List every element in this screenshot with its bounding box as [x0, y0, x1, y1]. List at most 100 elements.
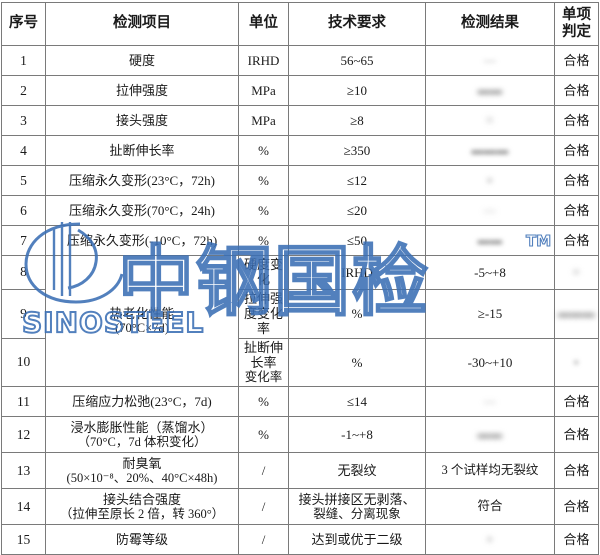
cell-requirement: 达到或优于二级 [288, 524, 426, 555]
cell-result: ▪ [554, 337, 599, 388]
table-row: 7 压缩永久变形(-10°C，72h)% ≤50 ▬▬ 合格 [1, 225, 599, 256]
table-row: 3 接头强度 MPa ≥8 ≡ 合格 [1, 105, 599, 136]
column-header-no: 序号 [1, 2, 46, 46]
table-row: 15 防霉等级 / 达到或优于二级 ▪ 合格 [1, 524, 599, 555]
cell-unit: % [288, 337, 426, 388]
cell-item: 防霉等级 [45, 524, 239, 555]
cell-no: 15 [1, 524, 46, 555]
cell-requirement: ≥10 [288, 75, 426, 106]
cell-result: ▬▬ [425, 75, 555, 106]
cell-unit: / [238, 452, 289, 490]
cell-verdict: 合格 [554, 105, 599, 136]
cell-result: — [425, 45, 555, 76]
cell-item: 耐臭氧 (50×10⁻⁸、20%、40°C×48h) [45, 452, 239, 490]
cell-verdict: 合格 [554, 195, 599, 226]
cell-item-group-label: 热老化性能 (70°C×7d) [45, 254, 239, 388]
cell-item: 压缩永久变形(23°C，72h) [45, 165, 239, 196]
cell-result: ▪ [425, 524, 555, 555]
table-row: 1 硬度 IRHD 56~65— 合格 [1, 45, 599, 76]
cell-requirement: ≤20 [288, 195, 426, 226]
cell-requirement: ≤14 [288, 386, 426, 418]
table-row: 11 压缩应力松弛(23°C，7d)% ≤14— 合格 [1, 386, 599, 418]
table-row: 2 拉伸强度 MPa ≥10 ▬▬ 合格 [1, 75, 599, 106]
cell-no: 6 [1, 195, 46, 226]
cell-verdict: 合格 [554, 452, 599, 490]
cell-requirement: ≤12 [288, 165, 426, 196]
cell-no: 11 [1, 386, 46, 418]
cell-item: 扯断伸长率 变化率 [238, 337, 289, 388]
cell-verdict: 合格 [554, 135, 599, 166]
column-header-verdict: 单项 判定 [554, 2, 599, 46]
cell-requirement: 56~65 [288, 45, 426, 76]
column-header-requirement: 技术要求 [288, 2, 426, 46]
cell-item: 硬度 [45, 45, 239, 76]
cell-requirement: -30~+10 [425, 337, 555, 388]
cell-unit: IRHD [238, 45, 289, 76]
cell-item: 接头结合强度 （拉伸至原长 2 倍，转 360°） [45, 488, 239, 526]
table-row: 13 耐臭氧 (50×10⁻⁸、20%、40°C×48h) / 无裂纹 3 个试样均无裂纹… [1, 452, 599, 490]
cell-no: 8 [1, 255, 46, 290]
cell-no: 7 [1, 225, 46, 256]
cell-unit: % [238, 416, 289, 454]
cell-unit: % [238, 165, 289, 196]
cell-no: 10 [1, 337, 46, 388]
cell-unit: % [238, 225, 289, 256]
cell-verdict: 合格 [554, 386, 599, 418]
cell-unit: / [238, 488, 289, 526]
cell-verdict: 合格 [554, 75, 599, 106]
cell-unit: MPa [238, 105, 289, 136]
cell-result: 3 个试样均无裂纹 [425, 452, 555, 490]
column-header-item: 检测项目 [45, 2, 239, 46]
cell-result: ≡ [554, 255, 599, 290]
cell-no: 5 [1, 165, 46, 196]
cell-no: 9 [1, 288, 46, 339]
cell-unit: / [238, 524, 289, 555]
table-row: 12 浸水膨胀性能（蒸馏水） （70°C，7d 体积变化）% -1~+8 ▬▬ 合格 [1, 416, 599, 454]
cell-result: ▪ [425, 165, 555, 196]
cell-no: 13 [1, 452, 46, 490]
cell-item: 拉伸强度 [45, 75, 239, 106]
cell-item: 拉伸强度变化率 [238, 288, 289, 339]
cell-no: 1 [1, 45, 46, 76]
cell-item: 扯断伸长率 [45, 135, 239, 166]
cell-no: 4 [1, 135, 46, 166]
cell-item: 硬度变化 [238, 255, 289, 290]
cell-no: 2 [1, 75, 46, 106]
cell-unit: % [238, 386, 289, 418]
cell-no: 12 [1, 416, 46, 454]
cell-item: 压缩应力松弛(23°C，7d) [45, 386, 239, 418]
cell-no: 3 [1, 105, 46, 136]
table-body: 1 硬度 IRHD 56~65— 合格 2 拉伸强度 MPa ≥10 ▬▬ 合格 3 接头强度 MPa ≥8… [1, 45, 599, 555]
table-row: 4 扯断伸长率% ≥350 ▬▬▬ 合格 [1, 135, 599, 166]
cell-no: 14 [1, 488, 46, 526]
cell-verdict: 合格 [554, 45, 599, 76]
cell-requirement: 接头拼接区无剥落、 裂缝、分离现象 [288, 488, 426, 526]
cell-requirement: -5~+8 [425, 255, 555, 290]
cell-item: 浸水膨胀性能（蒸馏水） （70°C，7d 体积变化） [45, 416, 239, 454]
cell-unit: MPa [238, 75, 289, 106]
cell-requirement: 无裂纹 [288, 452, 426, 490]
cell-result: ▬▬ [425, 225, 555, 256]
column-header-unit: 单位 [238, 2, 289, 46]
cell-verdict: 合格 [554, 524, 599, 555]
cell-result: ▬▬ [425, 416, 555, 454]
cell-verdict: 合格 [554, 165, 599, 196]
cell-verdict: 合格 [554, 225, 599, 256]
table-row: 6 压缩永久变形(70°C，24h)% ≤20— 合格 [1, 195, 599, 226]
cell-verdict: 合格 [554, 416, 599, 454]
column-header-result: 检测结果 [425, 2, 555, 46]
cell-item: 压缩永久变形(70°C，24h) [45, 195, 239, 226]
cell-unit: % [288, 288, 426, 339]
cell-requirement: ≤50 [288, 225, 426, 256]
cell-result: — [425, 386, 555, 418]
cell-requirement: ≥-15 [425, 288, 555, 339]
cell-requirement: -1~+8 [288, 416, 426, 454]
cell-unit: % [238, 135, 289, 166]
cell-result: ▬▬▬ [554, 288, 599, 339]
table-header-row: 序号 检测项目 单位 技术要求 检测结果 单项 判定 [1, 2, 599, 46]
cell-item: 压缩永久变形(-10°C，72h) [45, 225, 239, 256]
